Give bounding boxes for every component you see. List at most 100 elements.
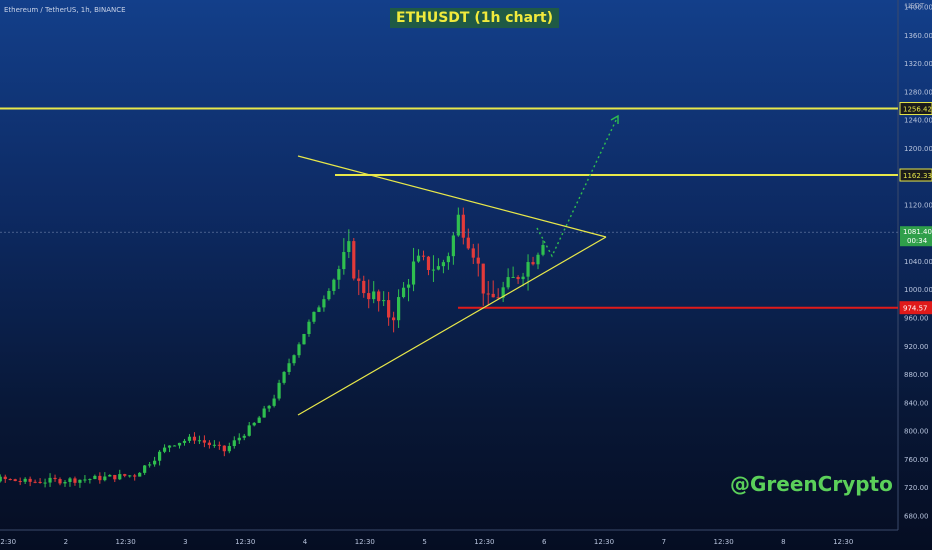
candle-body (88, 479, 92, 481)
candle-body (287, 363, 291, 372)
candle-body (491, 293, 495, 298)
candle-body (18, 481, 22, 483)
candle-body (192, 436, 197, 441)
candle-body (297, 344, 301, 356)
time-tick-label: 12:30 (714, 538, 734, 546)
projection-path (536, 115, 619, 258)
candle-body (451, 235, 455, 257)
candle-body (103, 476, 107, 481)
candle-body (282, 371, 286, 383)
candle-body (486, 293, 490, 295)
candle-body (242, 435, 246, 438)
candle-body (222, 445, 226, 452)
candle-body (33, 481, 37, 483)
candle-body (177, 442, 182, 446)
triangle-upper-line (297, 155, 607, 238)
candle-body (411, 261, 416, 285)
price-tick-label: 1400.00 (904, 4, 932, 12)
candle-body (153, 460, 157, 465)
time-tick-label: 6 (542, 538, 547, 546)
price-line-tag (899, 168, 932, 182)
candle-body (317, 307, 321, 312)
candle-body (98, 475, 102, 481)
price-tick-label: 800.00 (904, 428, 929, 436)
time-tick-label: 8 (781, 538, 785, 546)
candle-body (182, 440, 187, 443)
watermark-label: @GreenCrypto (730, 472, 893, 496)
candle-body (73, 478, 77, 483)
candle-body (0, 476, 2, 482)
time-tick-label: 12:30 (116, 538, 136, 546)
candle-body (48, 477, 52, 483)
candle-body (516, 276, 520, 280)
time-tick-label: 12:30 (355, 538, 375, 546)
candle-body (187, 436, 192, 441)
candle-body (372, 291, 376, 300)
candle-body (382, 300, 386, 302)
candle-body (212, 444, 216, 446)
candle-body (526, 262, 530, 277)
candle-body (172, 445, 177, 447)
price-tick-label: 1200.00 (904, 145, 932, 153)
candle-body (133, 475, 137, 477)
candle-body (292, 355, 296, 364)
time-tick-label: 12:30 (833, 538, 853, 546)
price-tick-label: 920.00 (904, 343, 929, 351)
candle-body (202, 440, 207, 443)
price-tick-label: 1280.00 (904, 88, 932, 96)
candle-body (217, 444, 221, 446)
price-line-tag (899, 102, 932, 116)
candle-body (38, 481, 42, 484)
candle-body (456, 214, 460, 236)
price-tick-label: 960.00 (904, 315, 929, 323)
time-tick-label: 12:30 (474, 538, 494, 546)
candle-body (237, 437, 241, 441)
candle-body (148, 464, 152, 466)
candle-body (83, 479, 87, 481)
time-tick-label: 5 (422, 538, 426, 546)
candle-body (521, 276, 525, 280)
candle-body (441, 262, 446, 267)
candle-body (113, 474, 117, 480)
candle-body (128, 475, 132, 477)
candle-body (108, 474, 112, 477)
candle-body (162, 447, 167, 452)
candle-body (501, 287, 505, 298)
candle-body (446, 256, 450, 263)
time-tick-label: 7 (662, 538, 666, 546)
candle-body (272, 398, 276, 406)
price-tick-label: 680.00 (904, 512, 929, 520)
candle-body (227, 446, 231, 452)
candle-body (392, 317, 396, 321)
current-price-tag (900, 226, 932, 247)
price-tick-label: 1360.00 (904, 32, 932, 40)
price-line-tag-label: 1256.42 (903, 106, 932, 114)
candle-body (252, 422, 256, 426)
price-tick-label: 1000.00 (904, 286, 932, 294)
candle-body (377, 291, 381, 302)
candle-body (43, 482, 47, 484)
price-line-tag (899, 301, 932, 315)
candle-body (327, 290, 331, 300)
candle-body (471, 248, 475, 258)
price-line-tag-label: 1162.33 (903, 172, 932, 180)
candle-body (481, 263, 485, 294)
currency-label: USDT (905, 2, 925, 10)
candle-body (68, 478, 72, 482)
time-tick-label: 4 (303, 538, 308, 546)
candle-body (511, 276, 515, 278)
candle-body (541, 245, 545, 255)
candle-body (267, 405, 271, 409)
candle-body (93, 475, 97, 480)
candle-body (387, 300, 391, 318)
candle-body (347, 241, 351, 253)
candle-body (342, 252, 346, 270)
candle-body (307, 321, 311, 334)
candle-body (3, 476, 7, 480)
candle-body (436, 266, 441, 270)
candle-body (262, 408, 266, 418)
candle-body (277, 382, 281, 399)
candle-body (167, 445, 172, 448)
